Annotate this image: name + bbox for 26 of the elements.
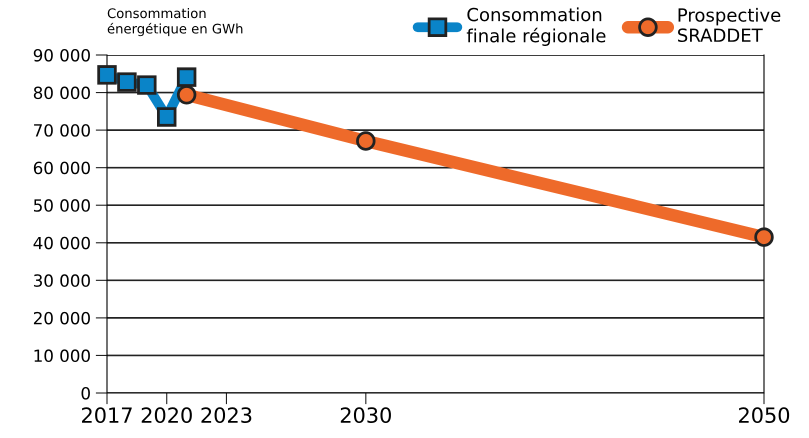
y-tick-label: 60 000	[34, 162, 90, 174]
y-tick-label: 80 000	[34, 86, 90, 100]
point	[117, 72, 137, 92]
legend-label: Prospective SRADDET	[678, 8, 780, 42]
x-tick-label: 2050	[739, 407, 790, 424]
y-tick-label: 90 000	[34, 48, 90, 62]
legend-label: Consommation finale régionale	[466, 7, 606, 46]
x-tick-label: 2030	[340, 407, 391, 424]
point	[176, 85, 196, 105]
y-tick-label: 20 000	[34, 312, 90, 324]
y-axis-title: Consommation énergétique en GWh	[108, 8, 242, 36]
y-tick-label: 40 000	[34, 236, 90, 250]
y-tick-label: 0	[82, 386, 90, 400]
y-tick-label: 50 000	[34, 199, 90, 212]
point	[97, 65, 117, 85]
x-tick-label: 2020	[142, 407, 192, 424]
y-tick-label: 70 000	[34, 124, 90, 137]
x-tick-label: 2017	[82, 407, 132, 424]
y-tick-label: 10 000	[34, 349, 90, 362]
point	[157, 107, 176, 127]
point	[176, 67, 196, 87]
point	[356, 131, 376, 151]
x-tick-label: 2023	[201, 407, 252, 424]
point	[754, 227, 774, 247]
point	[137, 75, 157, 95]
y-tick-label: 30 000	[34, 274, 90, 287]
